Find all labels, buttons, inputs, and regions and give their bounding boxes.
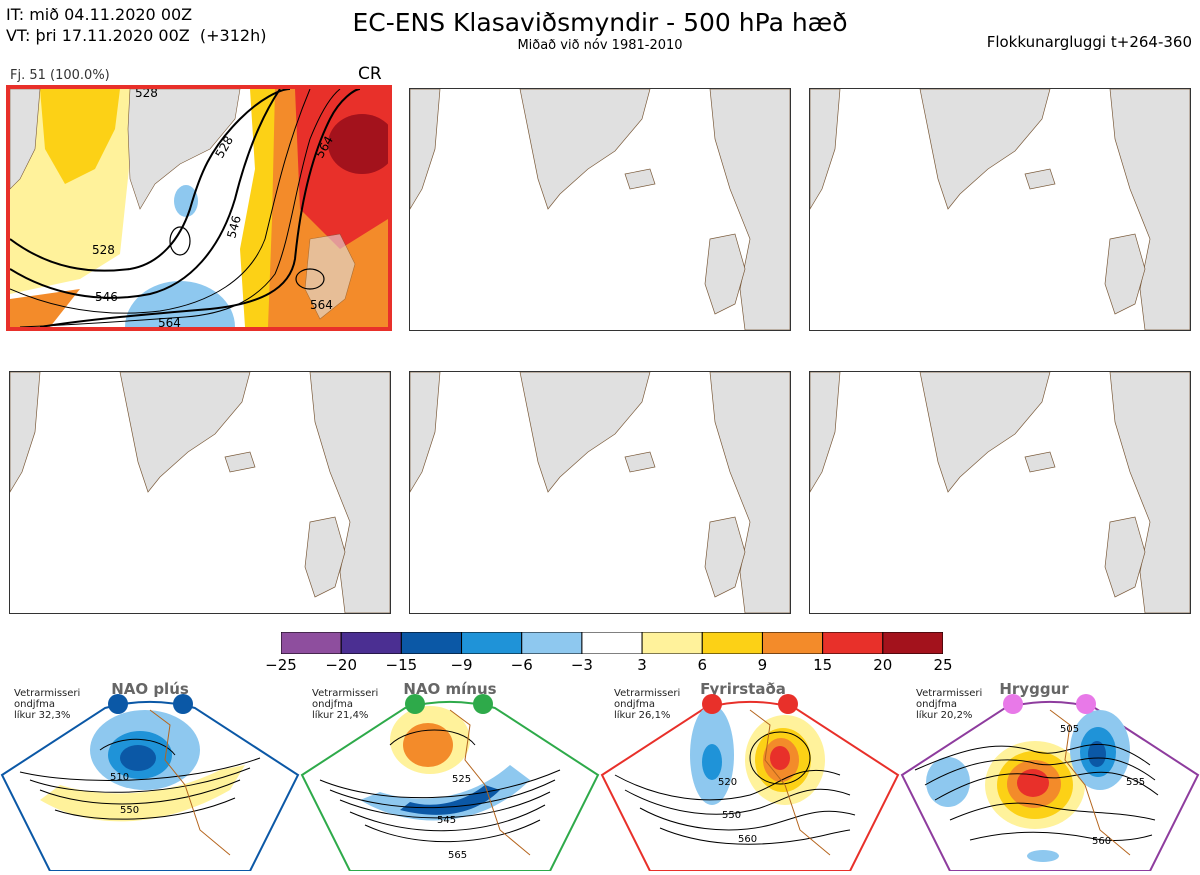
contour-label: 560: [738, 834, 757, 845]
low-center: [169, 226, 191, 256]
contour-label: 525: [452, 774, 471, 785]
colorbar-tick-label: 3: [637, 656, 647, 674]
colorbar-swatches: [280, 631, 944, 655]
colorbar-tick-label: 6: [697, 656, 708, 674]
regime-note: Vetrarmisseri ondjfma líkur 26,1%: [614, 688, 681, 721]
regime-marker: [405, 694, 425, 714]
colorbar-tick-label: −3: [570, 656, 593, 674]
regime-note: Vetrarmisseri ondjfma líkur 21,4%: [312, 688, 379, 721]
colorbar-swatch: [280, 631, 342, 655]
colorbar-tick-label: 25: [933, 656, 953, 674]
contour-label: 505: [1060, 724, 1079, 735]
contour-thin-2: [19, 89, 341, 327]
regime-blocking[interactable]: 520 550 560 Vetrarmisseri ondjfma líkur 26…: [600, 680, 900, 872]
colorbar-tick-label: −15: [385, 656, 418, 674]
regime-marker: [1076, 694, 1096, 714]
anomaly-colorbar: [280, 631, 944, 658]
colorbar-tick-label: −6: [510, 656, 533, 674]
canada-landmass: [10, 89, 41, 190]
regime-title: NAO mínus: [403, 680, 497, 698]
contour-label: 560: [1092, 836, 1111, 847]
extreme-warm-anomaly: [328, 114, 388, 174]
valid-time: VT: þri 17.11.2020 00Z (+312h): [6, 26, 267, 45]
page-title: EC-ENS Klasaviðsmyndir - 500 hPa hæð: [352, 8, 848, 37]
regime-title: NAO plús: [111, 680, 189, 698]
regime-marker: [173, 694, 193, 714]
basemap: [810, 372, 1190, 613]
cluster-regime-code: CR: [358, 64, 382, 84]
contour-label: 546: [224, 214, 243, 240]
cluster-map-1[interactable]: 528 528 546 564 546 528 564 564: [6, 85, 392, 331]
colorbar-swatch: [461, 631, 523, 655]
cluster-map-1-plot: 528 528 546 564 546 528 564 564: [10, 89, 388, 327]
contour-label: 528: [92, 243, 115, 257]
basemap: [10, 372, 390, 613]
contour-label: 550: [120, 805, 139, 816]
regime-ridge[interactable]: 505 535 560 Vetrarmisseri ondjfma líkur 20…: [900, 680, 1200, 872]
colorbar-swatch: [400, 631, 463, 655]
regime-nao-plus[interactable]: 510 550 Vetrarmisseri ondjfma líkur 32,3% …: [0, 680, 300, 872]
cluster-label: Fj. 51 (100.0%): [10, 68, 110, 83]
contour-thin-1: [10, 89, 311, 314]
contour-label: 550: [722, 810, 741, 821]
contour-label: 546: [95, 290, 118, 304]
colorbar-tick-label: 20: [873, 656, 893, 674]
classification-window: Flokkunargluggi t+264-360: [986, 33, 1192, 51]
contour-label: 564: [310, 298, 333, 312]
contour-label: 520: [718, 777, 737, 788]
colorbar-tick-label: 9: [757, 656, 768, 674]
basemap: [410, 89, 790, 330]
warm-anomaly-sw: [10, 289, 80, 327]
colorbar-swatch: [641, 631, 703, 655]
cluster-map-3[interactable]: [809, 88, 1191, 331]
colorbar-tick-label: −20: [325, 656, 357, 674]
page-subtitle: Miðað við nóv 1981-2010: [517, 38, 683, 53]
contour-label: 565: [448, 850, 467, 861]
colorbar-tick-label: −25: [265, 656, 297, 674]
regime-note: Vetrarmisseri ondjfma líkur 32,3%: [14, 688, 81, 721]
colorbar-tick-label: 15: [813, 656, 833, 674]
regime-title: Fyrirstaða: [700, 680, 786, 698]
colorbar-swatch: [761, 631, 824, 655]
colorbar-swatch: [822, 631, 884, 655]
cluster-map-2[interactable]: [409, 88, 791, 331]
regime-marker: [1003, 694, 1023, 714]
cluster-map-6[interactable]: [809, 371, 1191, 614]
contour-564: [39, 89, 361, 327]
negative-anomaly-center: [174, 185, 198, 217]
contour-528: [10, 89, 291, 272]
cluster-map-4[interactable]: [9, 371, 391, 614]
initial-time: IT: mið 04.11.2020 00Z: [6, 5, 193, 24]
colorbar-swatch: [340, 631, 402, 655]
contour-label: 545: [437, 815, 456, 826]
regime-marker: [778, 694, 798, 714]
regime-marker: [108, 694, 128, 714]
regime-map: 510 550: [0, 701, 300, 872]
greenland-landmass: [127, 89, 241, 210]
colorbar-swatch: [581, 631, 643, 655]
contour-label: 564: [158, 316, 181, 327]
high-center: [295, 268, 325, 290]
strong-positive-anomaly: [40, 89, 120, 184]
regime-map: 525 545 565: [300, 701, 600, 872]
regime-nao-minus[interactable]: 525 545 565 Vetrarmisseri ondjfma líkur 21…: [300, 680, 600, 872]
colorbar-tick-label: −9: [450, 656, 473, 674]
basemap: [410, 372, 790, 613]
regime-note: Vetrarmisseri ondjfma líkur 20,2%: [916, 688, 983, 721]
contour-label: 510: [110, 772, 129, 783]
header-times: IT: mið 04.11.2020 00Z VT: þri 17.11.2020…: [6, 4, 266, 46]
regime-map: 505 535 560: [900, 701, 1200, 872]
regime-marker: [473, 694, 493, 714]
contour-label: 528: [135, 89, 158, 100]
regime-marker: [702, 694, 722, 714]
colorbar-swatch: [701, 631, 763, 655]
regime-title: Hryggur: [999, 680, 1069, 698]
cluster-map-5[interactable]: [409, 371, 791, 614]
colorbar-swatch: [882, 631, 944, 655]
british-isles: [304, 233, 356, 320]
contour-label: 535: [1126, 777, 1145, 788]
contour-546: [10, 89, 281, 299]
colorbar-swatch: [521, 631, 583, 655]
basemap: [810, 89, 1190, 330]
